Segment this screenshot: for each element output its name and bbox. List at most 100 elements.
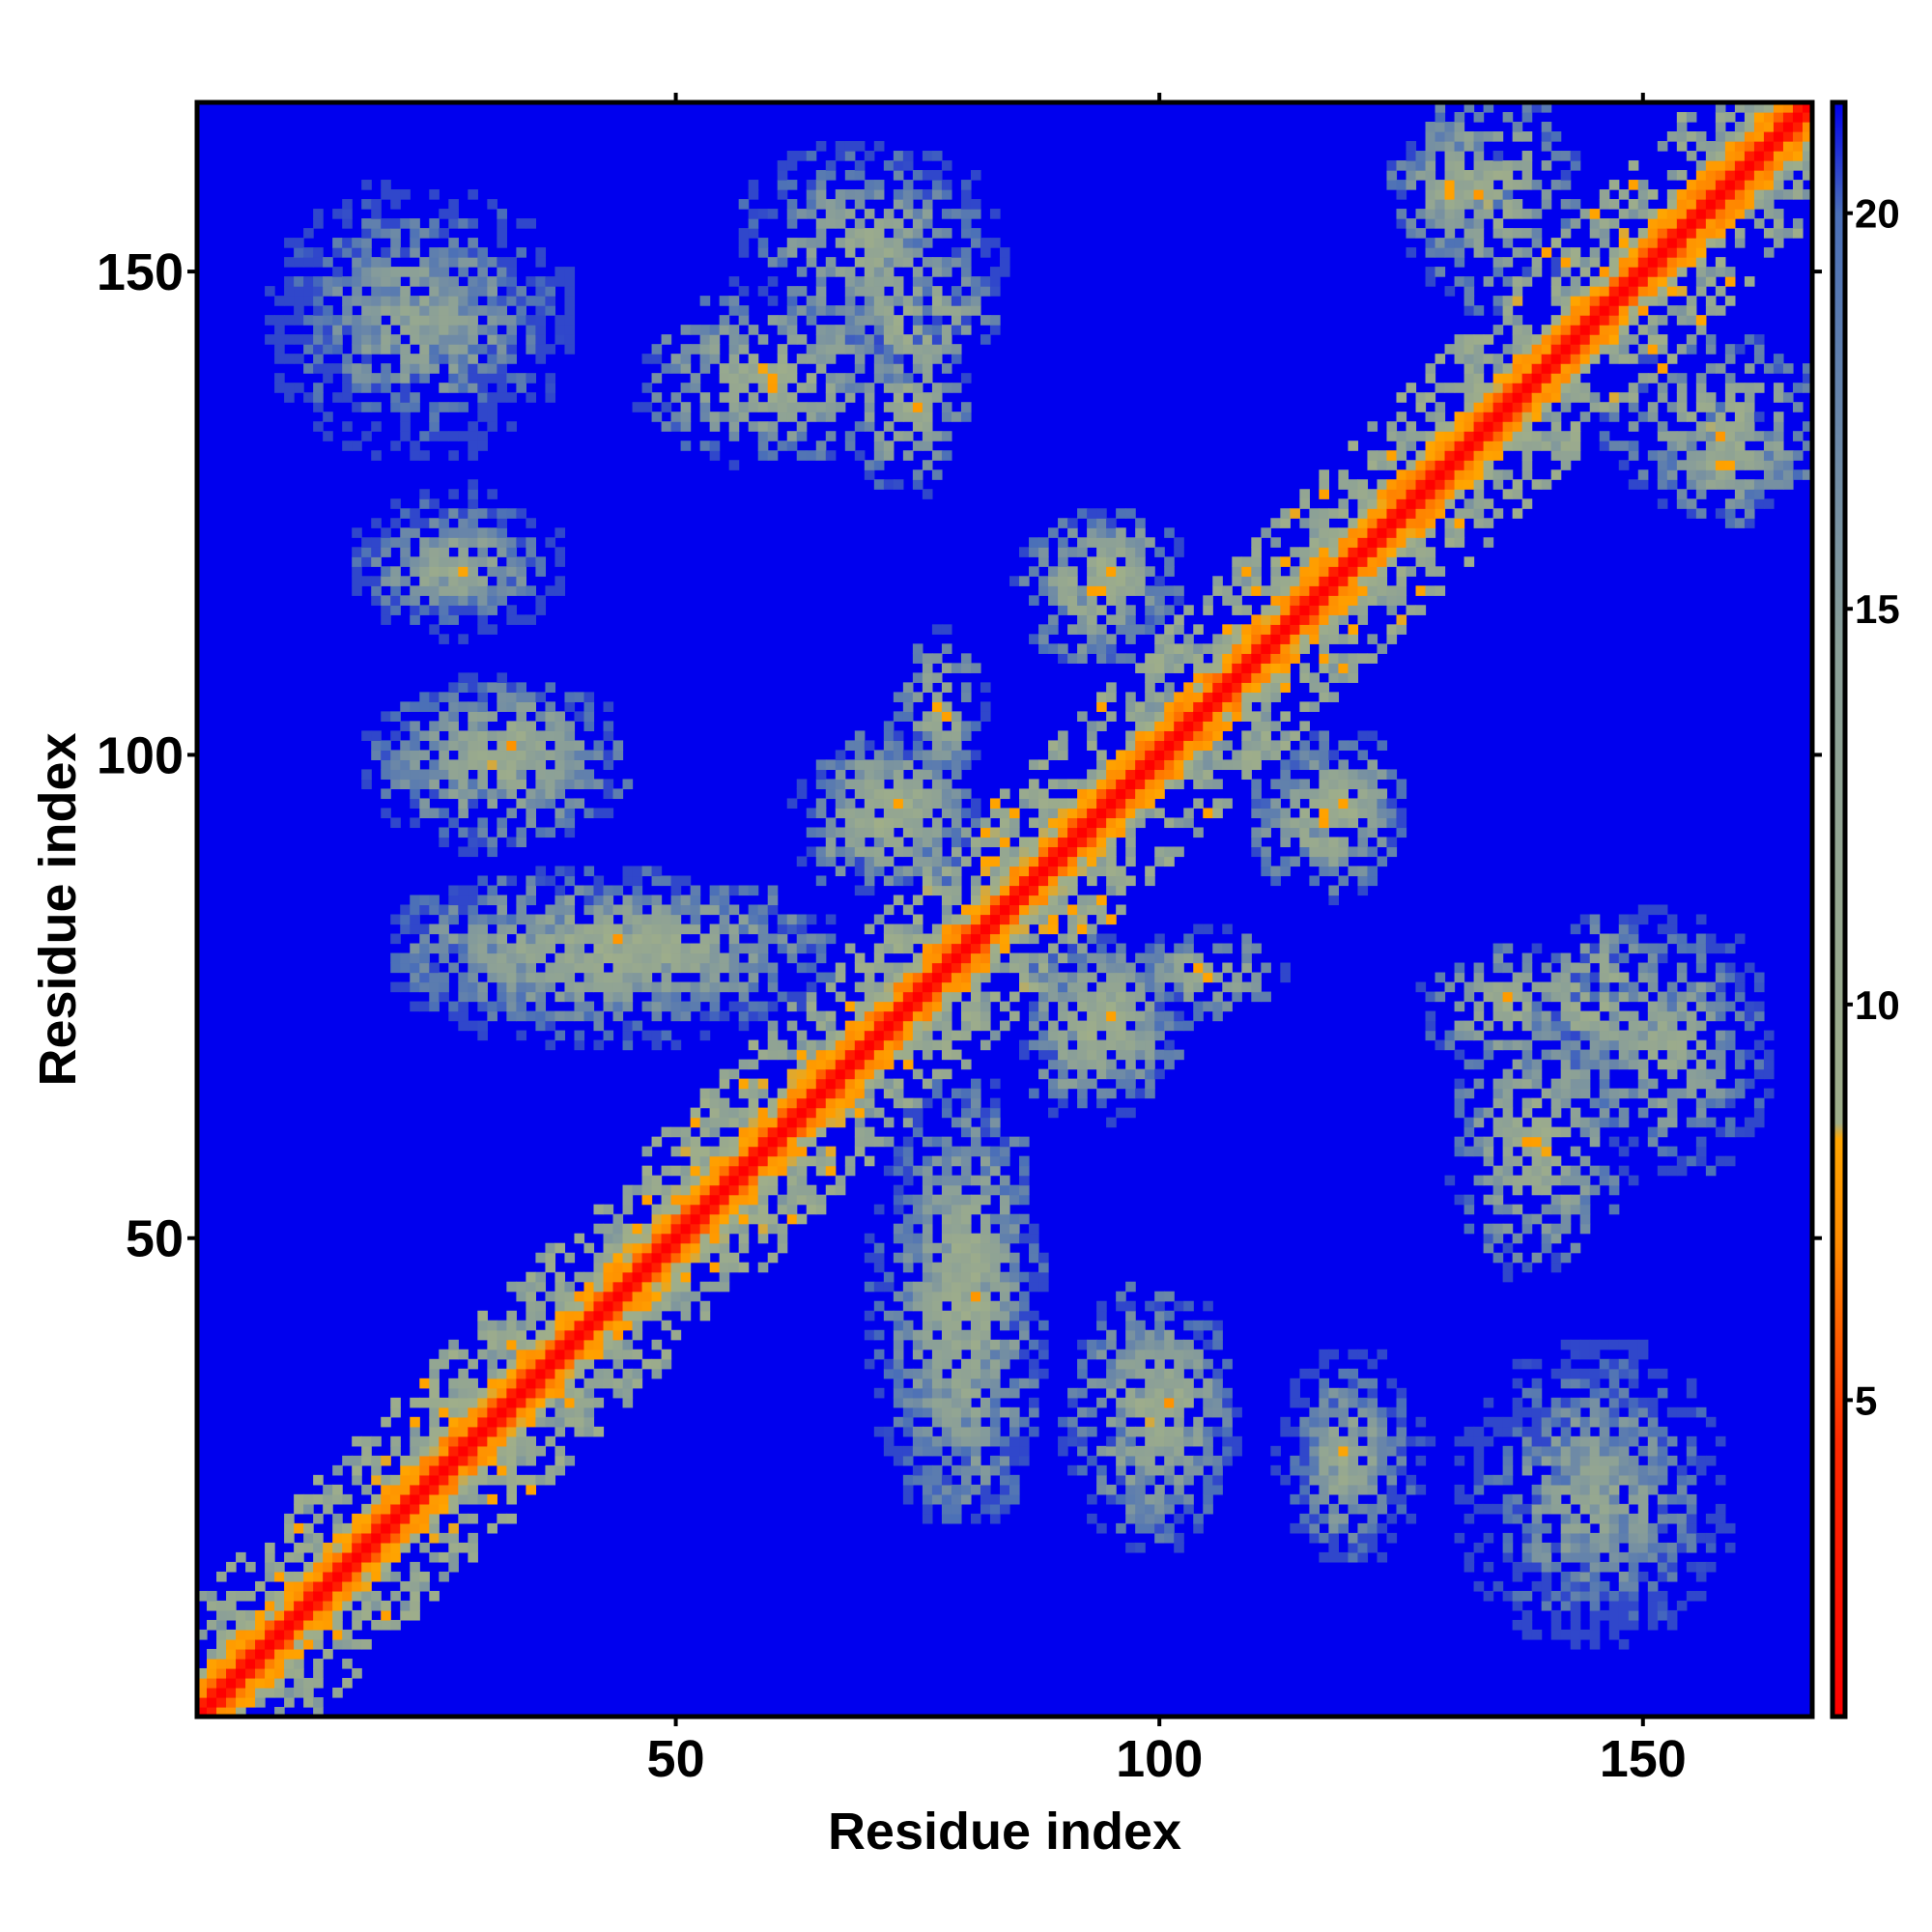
heatmap-cell [844, 943, 856, 954]
heatmap-cell [574, 1387, 585, 1399]
heatmap-cell [989, 1378, 1001, 1389]
heatmap-cell [960, 1233, 972, 1244]
heatmap-cell [922, 170, 933, 181]
heatmap-cell [728, 1155, 740, 1167]
heatmap-cell [1029, 914, 1039, 925]
heatmap-cell [970, 1339, 981, 1350]
heatmap-cell [1029, 779, 1039, 790]
heatmap-cell [912, 1329, 923, 1341]
heatmap-cell [970, 199, 981, 210]
heatmap-cell [651, 1136, 663, 1148]
heatmap-cell [506, 605, 517, 615]
heatmap-cell [371, 305, 382, 316]
heatmap-cell [835, 189, 846, 200]
heatmap-cell [748, 421, 759, 432]
heatmap-cell [439, 209, 449, 219]
heatmap-cell [1135, 952, 1146, 964]
heatmap-cell [999, 1339, 1010, 1350]
heatmap-cell [699, 412, 711, 422]
heatmap-cell [439, 1445, 449, 1457]
heatmap-cell [294, 1542, 304, 1553]
heatmap-cell [931, 450, 943, 461]
heatmap-cell [728, 1184, 740, 1196]
heatmap-cell [1048, 817, 1059, 829]
heatmap-cell [265, 1551, 275, 1563]
heatmap-cell [216, 1687, 227, 1698]
heatmap-cell [960, 1445, 972, 1457]
heatmap-cell [748, 1155, 759, 1167]
heatmap-cell [864, 991, 875, 1003]
heatmap-cell [468, 498, 478, 509]
heatmap-cell [922, 1387, 933, 1399]
heatmap-cell [1058, 1030, 1068, 1041]
heatmap-cell [1058, 856, 1068, 867]
heatmap-cell [545, 1339, 556, 1350]
heatmap-cell [487, 1329, 497, 1341]
heatmap-cell [574, 1368, 585, 1379]
heatmap-cell [545, 730, 556, 741]
heatmap-cell [448, 682, 459, 693]
heatmap-cell [1019, 1300, 1030, 1312]
heatmap-cell [323, 1561, 333, 1573]
heatmap-cell [361, 537, 372, 548]
heatmap-cell [448, 1484, 459, 1495]
heatmap-cell [709, 1184, 721, 1196]
heatmap-cell [941, 1049, 952, 1061]
heatmap-cell [748, 1001, 759, 1012]
heatmap-cell [835, 238, 846, 248]
heatmap-cell [912, 1291, 923, 1302]
heatmap-cell [612, 991, 624, 1003]
heatmap-cell [670, 1262, 682, 1273]
heatmap-cell [1106, 1493, 1117, 1505]
heatmap-cell [564, 305, 576, 316]
heatmap-cell [893, 1146, 904, 1157]
heatmap-cell [1087, 1378, 1097, 1389]
heatmap-cell [429, 624, 440, 635]
heatmap-cell [574, 692, 585, 702]
heatmap-cell [825, 914, 837, 925]
heatmap-cell [912, 421, 923, 432]
heatmap-cell [574, 759, 585, 771]
heatmap-cell [864, 808, 875, 819]
heatmap-cell [429, 305, 440, 316]
heatmap-cell [1009, 962, 1020, 974]
heatmap-cell [902, 1242, 914, 1254]
heatmap-cell [545, 923, 556, 935]
heatmap-cell [835, 1097, 846, 1109]
heatmap-cell [506, 286, 517, 297]
heatmap-cell [864, 1358, 875, 1370]
heatmap-cell [1164, 1445, 1175, 1457]
heatmap-cell [545, 1242, 556, 1254]
heatmap-cell [680, 1146, 692, 1157]
heatmap-cell [719, 1281, 730, 1293]
heatmap-cell [1077, 624, 1088, 635]
heatmap-cell [835, 972, 846, 983]
heatmap-cell [951, 914, 962, 925]
heatmap-cell [516, 1339, 527, 1350]
heatmap-cell [564, 817, 576, 829]
heatmap-cell [931, 1068, 943, 1080]
heatmap-cell [738, 1088, 750, 1099]
heatmap-cell [951, 1397, 962, 1408]
heatmap-cell [622, 923, 634, 935]
heatmap-cell [902, 383, 914, 393]
heatmap-cell [352, 247, 362, 258]
heatmap-cell [902, 305, 914, 316]
heatmap-cell [728, 334, 740, 345]
heatmap-cell [1009, 1223, 1020, 1235]
heatmap-cell [603, 895, 614, 906]
heatmap-cell [1135, 585, 1146, 596]
heatmap-cell [371, 315, 382, 326]
heatmap-cell [989, 1503, 1001, 1515]
heatmap-cell [1154, 1049, 1165, 1061]
heatmap-cell [719, 1010, 730, 1022]
heatmap-cell [864, 460, 875, 470]
heatmap-cell [835, 1175, 846, 1186]
heatmap-cell [1125, 1001, 1136, 1012]
heatmap-cell [632, 1233, 643, 1244]
heatmap-cell [265, 1677, 275, 1689]
heatmap-cell [506, 421, 517, 432]
heatmap-cell [815, 943, 827, 954]
heatmap-cell [303, 1638, 314, 1650]
heatmap-cell [313, 276, 324, 287]
